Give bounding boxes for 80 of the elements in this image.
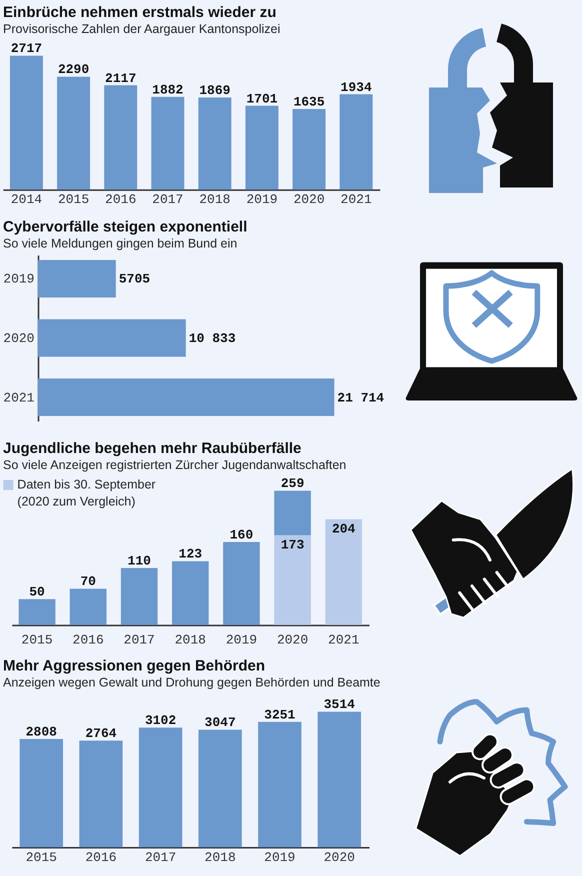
- x-tick-label: 2020: [293, 192, 325, 208]
- bar: [325, 519, 362, 625]
- data-label: 3102: [144, 713, 176, 728]
- data-label: 10 833: [188, 331, 236, 346]
- total-label: 123: [178, 546, 202, 562]
- data-label: 2764: [85, 726, 117, 742]
- x-tick-label: 2018: [204, 850, 236, 866]
- bar: [104, 85, 138, 190]
- bar: [198, 97, 232, 190]
- bar: [245, 106, 278, 190]
- x-tick-label: 2019: [226, 632, 258, 648]
- x-tick-label: 2016: [72, 632, 104, 648]
- x-tick-label: 2016: [85, 850, 117, 866]
- bar: [138, 728, 182, 848]
- x-tick-label: 2018: [199, 192, 230, 208]
- x-tick-label: 2019: [264, 850, 296, 866]
- data-label: 2290: [58, 62, 90, 78]
- x-tick-label: 2018: [174, 632, 206, 648]
- chart-subtitle: Provisorische Zahlen der Aargauer Kantonspolizei: [3, 22, 280, 36]
- data-label: 1882: [152, 82, 184, 98]
- bar: [79, 740, 123, 848]
- x-tick-label: 2019: [246, 192, 278, 208]
- total-label: 160: [230, 528, 254, 543]
- chart-title: Einbrüche nehmen erstmals wieder zu: [3, 4, 276, 22]
- y-tick-label: 2021: [3, 390, 35, 406]
- x-tick-label: 2017: [152, 192, 184, 208]
- chart-title: Cybervorfälle steigen exponentiell: [3, 218, 248, 236]
- data-label: 204: [332, 521, 356, 536]
- data-label: 3251: [264, 707, 296, 722]
- chart-subtitle: So viele Meldungen gingen beim Bund ein: [3, 236, 238, 250]
- total-label: 50: [29, 584, 46, 600]
- chart-title: Jugendliche begehen mehr Raubüberfälle: [3, 440, 302, 457]
- y-tick-label: 2019: [3, 272, 34, 287]
- x-tick-label: 2017: [144, 850, 176, 866]
- bar: [120, 568, 158, 625]
- bar: [18, 599, 56, 625]
- data-label: 1635: [293, 94, 325, 110]
- data-label: 2808: [26, 724, 58, 740]
- data-label: 2117: [105, 70, 136, 86]
- bar: [198, 730, 242, 848]
- x-tick-label: 2020: [276, 632, 308, 648]
- data-label: 1869: [199, 82, 231, 98]
- bar: [258, 722, 302, 848]
- data-label: 5705: [118, 272, 150, 287]
- bar: [274, 490, 311, 536]
- bar: [57, 76, 90, 190]
- data-label: 1934: [340, 80, 372, 95]
- bar: [292, 109, 326, 190]
- data-label: 2717: [10, 41, 42, 56]
- bar: [340, 94, 373, 190]
- data-label: 1701: [246, 91, 278, 106]
- bar: [151, 96, 184, 190]
- x-tick-label: 2015: [21, 632, 53, 648]
- x-tick-label: 2020: [324, 850, 355, 866]
- x-tick-label: 2021: [340, 192, 372, 208]
- data-label: 173: [280, 537, 304, 552]
- total-label: 259: [280, 476, 304, 492]
- chart-title: Mehr Aggressionen gegen Behörden: [3, 658, 265, 675]
- bar: [20, 738, 64, 848]
- bar: [223, 542, 260, 625]
- data-label: 3047: [204, 715, 236, 730]
- x-tick-label: 2015: [26, 850, 57, 866]
- bar: [172, 561, 209, 625]
- x-tick-label: 2016: [105, 192, 136, 208]
- legend-label: Daten bis 30. September (2020 zum Vergleich): [17, 477, 156, 508]
- x-tick-label: 2014: [10, 192, 42, 208]
- data-label: 3514: [324, 697, 356, 712]
- y-tick-label: 2020: [3, 331, 34, 346]
- x-tick-label: 2017: [124, 632, 155, 648]
- total-label: 70: [80, 574, 96, 590]
- bar: [10, 56, 43, 190]
- total-label: 110: [128, 553, 152, 568]
- x-tick-label: 2021: [328, 632, 360, 648]
- bar: [318, 712, 362, 848]
- bar: [70, 588, 106, 625]
- chart-subtitle: So viele Anzeigen registrierten Zürcher Jugendanwaltschaften: [3, 458, 346, 472]
- bar: [274, 535, 311, 625]
- chart-subtitle: Anzeigen wegen Gewalt und Drohung gegen Behörden und Beamte: [3, 676, 380, 690]
- data-label: 21 714: [337, 390, 384, 406]
- x-tick-label: 2015: [58, 192, 90, 208]
